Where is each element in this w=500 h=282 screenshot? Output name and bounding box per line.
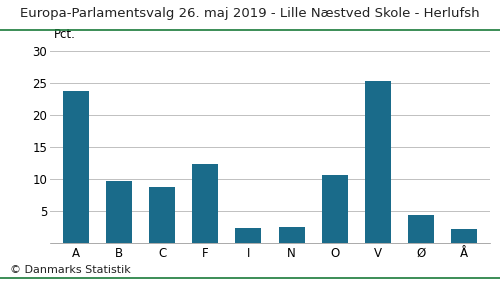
Bar <box>149 187 175 243</box>
Bar <box>192 164 218 243</box>
Text: Pct.: Pct. <box>54 28 76 41</box>
Bar <box>278 226 304 243</box>
Text: Europa-Parlamentsvalg 26. maj 2019 - Lille Næstved Skole - Herlufsh: Europa-Parlamentsvalg 26. maj 2019 - Lil… <box>20 7 480 20</box>
Bar <box>408 215 434 243</box>
Text: © Danmarks Statistik: © Danmarks Statistik <box>10 265 131 275</box>
Bar <box>63 91 89 243</box>
Bar <box>106 180 132 243</box>
Bar <box>451 229 477 243</box>
Bar <box>322 175 347 243</box>
Bar <box>236 228 262 243</box>
Bar <box>365 81 391 243</box>
